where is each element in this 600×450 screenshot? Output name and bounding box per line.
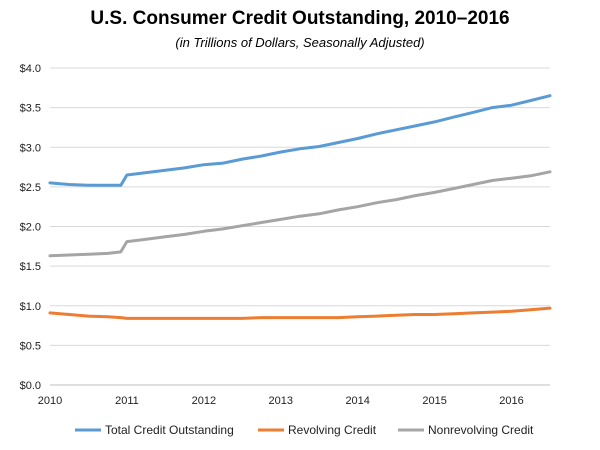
series-line-revolving-credit [48,306,552,320]
y-tick-label: $2.0 [20,222,41,234]
chart-subtitle: (in Trillions of Dollars, Seasonally Adj… [175,35,425,50]
y-tick-label: $1.0 [20,301,41,313]
y-tick-label: $3.0 [20,142,41,154]
legend-label: Revolving Credit [288,423,377,437]
chart-title: U.S. Consumer Credit Outstanding, 2010–2… [90,8,510,29]
x-tick-label: 2016 [499,395,523,407]
series-line-nonrevolving-credit [48,170,552,258]
x-tick-label: 2015 [422,395,446,407]
x-tick-label: 2013 [269,395,293,407]
x-tick-label: 2012 [192,395,216,407]
y-tick-label: $3.5 [20,103,41,115]
x-tick-label: 2011 [115,395,139,407]
axes: $0.0 $0.5 $1.0 $1.5 $2.0 $2.5 $3.0 $3.5 $4.0 2010… [20,63,550,407]
y-tick-label: $1.5 [20,261,41,273]
y-tick-label: $4.0 [20,63,41,75]
series-line-total-credit-outstanding [48,94,552,187]
gridlines [50,67,550,386]
x-tick-label: 2010 [38,395,62,407]
y-tick-label: $0.5 [20,340,41,352]
legend: Total Credit Outstanding Revolving Credit… [75,423,534,437]
legend-label: Nonrevolving Credit [428,423,534,437]
y-tick-label: $0.0 [20,380,41,392]
series-lines [48,94,552,320]
x-tick-label: 2014 [345,395,369,407]
y-tick-label: $2.5 [20,182,41,194]
legend-label: Total Credit Outstanding [105,423,234,437]
